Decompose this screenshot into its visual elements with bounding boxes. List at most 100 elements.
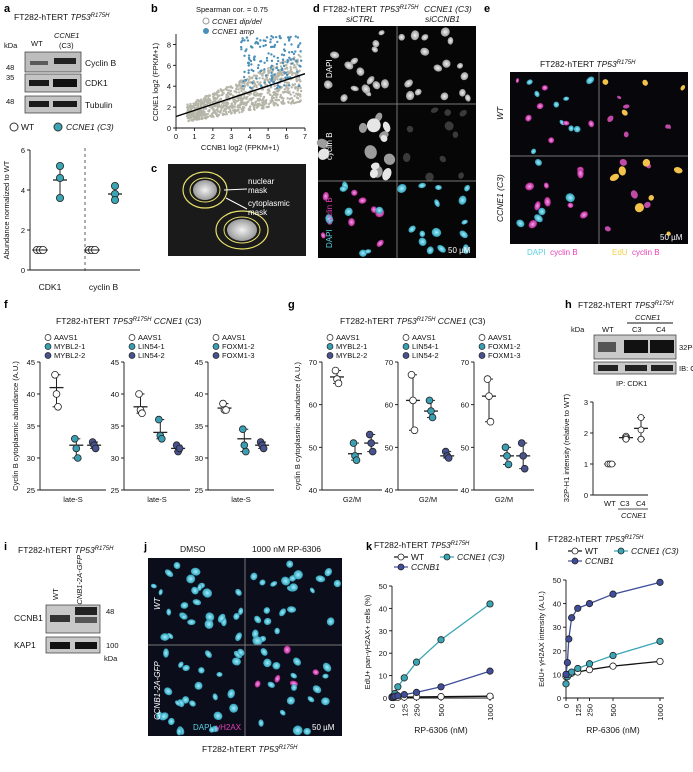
b-point-dipdel [262,105,265,109]
b-point-dipdel [240,110,244,113]
d-cell-cyclinb [370,162,380,170]
j-nucleus [270,581,278,587]
e-cell [607,115,614,122]
b-point-dipdel [227,110,230,114]
d-cell-cyclinb [316,138,329,148]
b-point-dipdel [213,104,216,107]
b-point-dipdel [210,115,213,118]
b-point-dipdel [293,63,296,67]
h-lane-wt: WT [602,325,614,334]
l-point [585,660,594,668]
d-cell-merge [320,232,326,239]
b-point-amp [241,37,244,40]
b-point-amp [258,45,262,48]
h-lane-c3: C3 [632,325,642,334]
i-band [50,615,70,622]
b-point-dipdel [187,119,190,123]
j-nucleus [175,700,181,706]
b-point-dipdel [240,79,243,82]
a-ylabel: Abundance normalized to WT [2,160,11,259]
j-nucleus [237,648,245,657]
b-point-dipdel [200,116,203,120]
e-cell [543,182,549,189]
b-point-dipdel [255,94,258,97]
h-band [624,340,648,353]
b-point-dipdel [239,99,243,102]
c-label: cytoplasmic [248,199,290,208]
b-point-amp [269,40,272,44]
b-x-tick-label: 7 [303,132,307,141]
f-y-tick-label: 25 [111,486,119,495]
j-nucleus [322,662,332,672]
j-nucleus [254,680,261,688]
g-y-tick-label: 50 [309,443,317,452]
f-point [91,444,100,453]
a-lane-c3: (C3) [59,41,74,50]
b-point-dipdel [293,72,297,75]
g-point [368,447,377,456]
b-point-dipdel [292,66,295,69]
b-point-dipdel [289,65,292,69]
k-point [412,658,421,666]
j-nucleus [194,681,203,690]
b-y-tick-label: 2 [167,103,171,112]
b-point-amp [243,54,246,57]
b-point-amp [270,53,273,56]
f-point [222,406,230,414]
a-label-cyclinb: Cyclin B [85,58,117,68]
d-nucleus-dapi [361,84,371,94]
g-legend-marker [402,343,410,350]
f-point [239,425,247,434]
b-point-dipdel [272,93,276,96]
j-nucleus [235,632,242,642]
j-nucleus [163,648,169,658]
j-nucleus [168,717,175,726]
b-point-dipdel [255,106,259,109]
e-cell [516,219,525,228]
b-point-amp [275,66,278,70]
b-x-tick-label: 1 [192,132,196,141]
l-point [585,599,594,608]
b-point-dipdel [286,67,289,70]
a-legend-c3-marker [53,122,63,132]
b-point-dipdel [267,67,270,70]
b-point-dipdel [246,100,249,104]
l-x-tick-label: 125 [574,704,583,717]
b-point-amp [297,84,301,88]
l-point [568,614,576,622]
d-col-siccnb1: siCCNB1 [425,14,460,24]
b-point-dipdel [297,53,300,57]
b-point-amp [271,45,274,49]
g-point [486,417,495,426]
panel-label-b: b [151,3,158,15]
b-point-amp [298,42,302,45]
g-y-tick-label: 40 [385,486,393,495]
l-point [609,662,617,670]
i-kda: kDa [104,654,118,663]
k-series-line [391,603,491,698]
i-title: FT282-hTERT TP53R175H [18,545,114,555]
j-nucleus [321,697,330,706]
b-point-dipdel [298,100,302,103]
b-point-amp [270,59,274,63]
l-y-tick-label: 40 [553,600,561,609]
b-point-dipdel [259,92,262,96]
g-legend-marker [326,352,334,359]
d-cell-cyclinb [382,121,391,133]
b-point-dipdel [280,73,283,77]
b-point-dipdel [260,104,263,107]
k-point [394,692,402,700]
b-point-dipdel [216,108,219,111]
b-point-dipdel [279,65,283,68]
b-point-dipdel [225,102,228,106]
b-legend-amp: CCNE1 amp [212,27,254,36]
b-point-amp [282,53,286,57]
b-point-amp [264,74,268,77]
b-point-amp [255,37,259,40]
j-nucleus [312,669,319,676]
a-lane-wt: WT [31,39,43,48]
g-x-label: G2/M [419,495,437,504]
b-point-amp [263,61,266,64]
j-nucleus [150,583,157,589]
